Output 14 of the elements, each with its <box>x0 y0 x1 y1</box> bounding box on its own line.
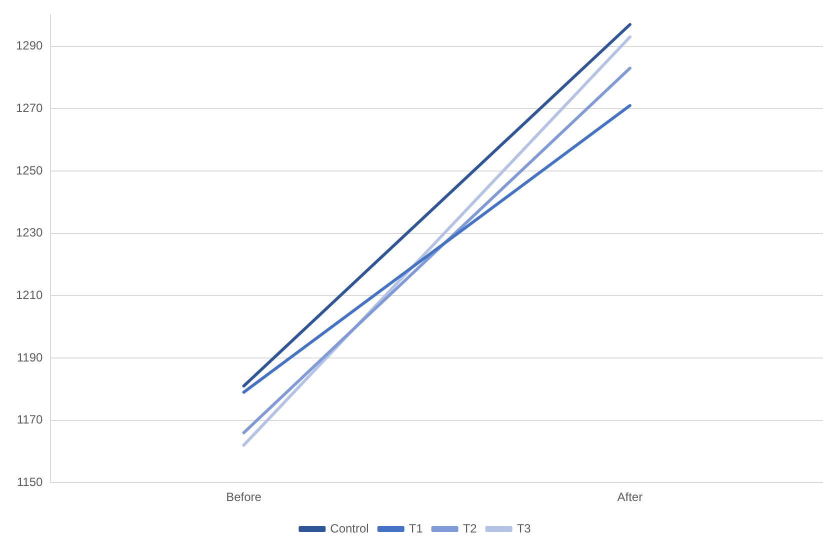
y-tick-label: 1190 <box>16 350 44 364</box>
legend-label: T2 <box>462 521 478 536</box>
legend-label: Control <box>330 521 369 536</box>
y-tick-label: 1250 <box>16 163 44 178</box>
legend-label: T3 <box>516 521 532 536</box>
y-tick-label: 1170 <box>16 412 44 427</box>
x-tick-label: After <box>617 490 643 504</box>
y-tick-label: 1210 <box>16 288 44 302</box>
y-tick-label: 1230 <box>16 226 44 240</box>
x-tick-label: Before <box>226 490 262 504</box>
y-tick-label: 1150 <box>16 474 44 489</box>
legend-label: T1 <box>408 521 424 536</box>
y-tick-label: 1290 <box>16 38 44 53</box>
y-tick-label: 1270 <box>16 100 44 115</box>
